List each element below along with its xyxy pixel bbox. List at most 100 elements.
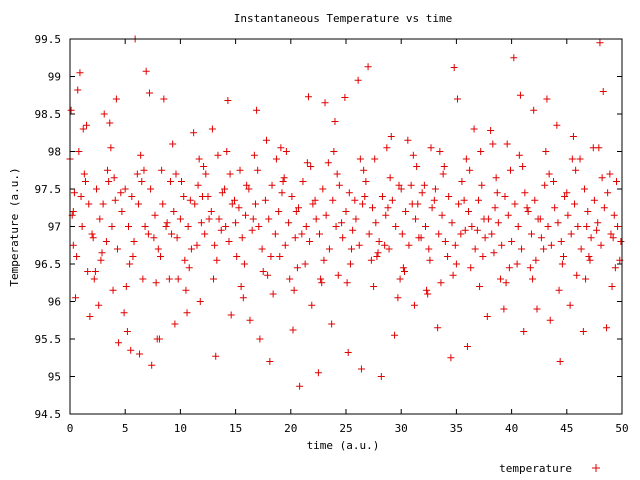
data-point [190, 129, 198, 137]
data-point [361, 193, 369, 200]
data-point [322, 211, 330, 219]
data-point [279, 178, 287, 185]
data-point [600, 204, 608, 212]
data-point [171, 320, 179, 328]
data-point [86, 313, 94, 320]
data-point [491, 204, 499, 212]
data-point [360, 166, 368, 174]
data-point [81, 178, 89, 185]
data-point [158, 166, 166, 174]
data-point [138, 178, 146, 185]
data-point [176, 215, 184, 223]
data-point [238, 234, 246, 242]
data-point [69, 208, 77, 215]
data-point [233, 253, 241, 260]
data-point [606, 170, 614, 178]
data-point [500, 305, 508, 313]
data-point [70, 189, 78, 197]
data-point [97, 256, 105, 264]
data-point [272, 155, 280, 163]
data-point [468, 223, 476, 230]
data-point [452, 260, 460, 268]
legend-marker [592, 464, 600, 472]
x-tick-label: 35 [450, 422, 463, 435]
data-point [96, 215, 104, 223]
data-point [173, 234, 181, 242]
y-tick-label: 97 [48, 221, 61, 234]
x-tick-label: 30 [395, 422, 408, 435]
data-point [320, 256, 328, 264]
data-point [412, 215, 420, 223]
data-point [561, 193, 569, 200]
data-point [378, 193, 386, 200]
data-point [214, 151, 222, 159]
data-point [346, 260, 354, 268]
data-point [123, 328, 131, 335]
data-point [402, 208, 410, 215]
y-tick-label: 94.5 [35, 408, 62, 421]
data-point [160, 95, 168, 103]
data-point [430, 196, 438, 204]
plot-frame [69, 38, 623, 415]
data-point [356, 155, 364, 163]
data-point [445, 193, 453, 200]
data-point [461, 226, 469, 234]
data-point [533, 305, 541, 313]
data-point [594, 219, 602, 227]
data-point [608, 283, 616, 290]
data-point [253, 106, 261, 114]
data-point [79, 125, 87, 133]
data-point [127, 346, 135, 354]
data-point [599, 88, 607, 95]
data-point [431, 185, 439, 193]
data-point [451, 241, 459, 249]
data-point [489, 140, 497, 148]
data-point [335, 181, 343, 189]
data-point [90, 275, 98, 283]
data-point [556, 358, 564, 365]
data-point [245, 185, 253, 193]
data-point [440, 163, 448, 170]
data-point [362, 178, 370, 185]
data-point [99, 200, 107, 208]
data-point [165, 275, 173, 283]
data-point [225, 238, 233, 245]
data-point [215, 215, 223, 223]
data-point [212, 352, 220, 360]
data-point [537, 234, 545, 242]
data-point [75, 148, 83, 155]
data-point [483, 313, 491, 320]
data-point [515, 151, 523, 159]
data-point [288, 193, 296, 200]
data-point [107, 144, 115, 152]
data-point [236, 166, 244, 174]
data-point [184, 223, 192, 230]
data-point [598, 174, 606, 182]
data-point [237, 283, 245, 290]
data-point [201, 230, 209, 238]
data-point [375, 238, 383, 245]
data-point [526, 264, 534, 272]
data-point [467, 264, 475, 272]
data-point [514, 223, 522, 230]
data-point [372, 219, 380, 227]
data-point [271, 230, 279, 238]
legend: temperature [499, 462, 600, 475]
data-point [408, 200, 416, 208]
data-point [152, 279, 160, 287]
data-point [306, 238, 314, 245]
data-point [290, 286, 298, 294]
data-point [410, 301, 418, 309]
data-point [170, 208, 178, 215]
data-point [511, 200, 519, 208]
data-point [136, 350, 144, 358]
data-point [228, 200, 236, 208]
data-point [377, 373, 385, 380]
data-point [109, 286, 117, 294]
data-point [343, 279, 351, 287]
data-point [558, 260, 566, 268]
data-point [382, 211, 390, 219]
data-point [207, 208, 215, 215]
data-point [345, 189, 353, 197]
